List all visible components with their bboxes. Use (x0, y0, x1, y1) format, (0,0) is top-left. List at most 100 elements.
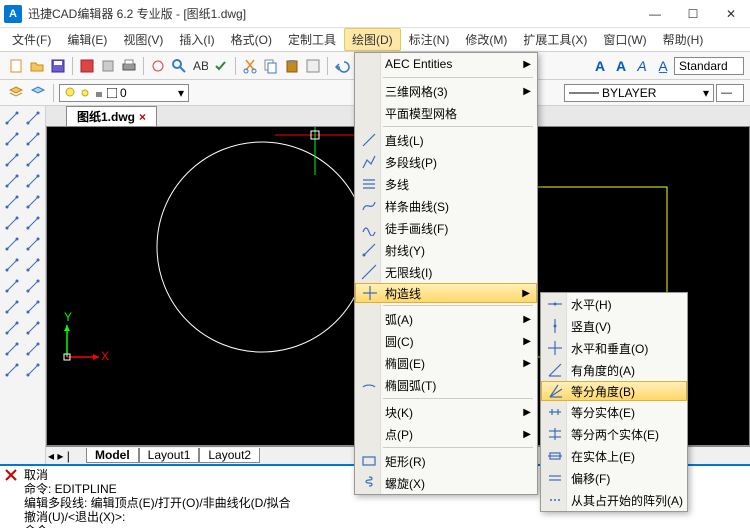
text-a4-icon[interactable]: A̲ (653, 56, 673, 76)
cut-icon[interactable] (240, 56, 260, 76)
spell-icon[interactable]: ABC (190, 56, 210, 76)
menu-item[interactable]: 点(P)▶ (355, 423, 537, 445)
stamp-icon[interactable] (148, 56, 168, 76)
menu-1[interactable]: 编辑(E) (59, 28, 115, 51)
pdf-icon[interactable] (77, 56, 97, 76)
menu-item[interactable]: 等分实体(E) (541, 401, 687, 423)
undo-icon[interactable] (332, 56, 352, 76)
menu-item[interactable]: 圆(C)▶ (355, 330, 537, 352)
maximize-button[interactable]: ☐ (678, 4, 708, 24)
palette-8[interactable] (2, 192, 22, 212)
menu-item[interactable]: 直线(L) (355, 129, 537, 151)
text-a3-icon[interactable]: A (632, 56, 652, 76)
menu-item[interactable]: 块(K)▶ (355, 401, 537, 423)
palette-7[interactable] (23, 171, 43, 191)
layout-tab-Layout1[interactable]: Layout1 (139, 448, 200, 463)
menu-2[interactable]: 视图(V) (115, 28, 171, 51)
palette-13[interactable] (23, 234, 43, 254)
text-a2-icon[interactable]: A (611, 56, 631, 76)
menu-3[interactable]: 插入(I) (171, 28, 222, 51)
menu-item[interactable]: 椭圆弧(T) (355, 374, 537, 396)
palette-25[interactable] (23, 360, 43, 380)
properties-icon[interactable] (303, 56, 323, 76)
palette-20[interactable] (2, 318, 22, 338)
palette-17[interactable] (23, 276, 43, 296)
palette-1[interactable] (23, 108, 43, 128)
menu-item[interactable]: 螺旋(X) (355, 472, 537, 494)
layer-combo[interactable]: 0 ▾ (59, 84, 189, 102)
close-tab-icon[interactable]: × (139, 110, 146, 124)
linetype-combo[interactable]: BYLAYER ▾ (564, 84, 714, 102)
menu-item[interactable]: 有角度的(A) (541, 359, 687, 381)
palette-9[interactable] (23, 192, 43, 212)
new-icon[interactable] (6, 56, 26, 76)
menu-item[interactable]: 射线(Y) (355, 239, 537, 261)
file-tab[interactable]: 图纸1.dwg × (66, 106, 157, 126)
palette-15[interactable] (23, 255, 43, 275)
menu-item[interactable]: 水平(H) (541, 293, 687, 315)
palette-14[interactable] (2, 255, 22, 275)
menu-item[interactable]: AEC Entities▶ (355, 53, 537, 75)
menu-item[interactable]: 徒手画线(F) (355, 217, 537, 239)
palette-0[interactable] (2, 108, 22, 128)
palette-19[interactable] (23, 297, 43, 317)
lineweight-combo[interactable]: — (716, 84, 744, 102)
menu-8[interactable]: 修改(M) (457, 28, 515, 51)
menu-item[interactable]: 矩形(R) (355, 450, 537, 472)
menu-item[interactable]: 从其占开始的阵列(A) (541, 489, 687, 511)
copy-icon[interactable] (261, 56, 281, 76)
palette-23[interactable] (23, 339, 43, 359)
menu-item[interactable]: 椭圆(E)▶ (355, 352, 537, 374)
menu-7[interactable]: 标注(N) (401, 28, 458, 51)
find-icon[interactable] (169, 56, 189, 76)
palette-21[interactable] (23, 318, 43, 338)
menu-0[interactable]: 文件(F) (4, 28, 59, 51)
menu-item[interactable]: 水平和垂直(O) (541, 337, 687, 359)
palette-16[interactable] (2, 276, 22, 296)
layout-tab-Model[interactable]: Model (86, 448, 139, 463)
menu-item[interactable]: 多线 (355, 173, 537, 195)
palette-11[interactable] (23, 213, 43, 233)
menu-item[interactable]: 多段线(P) (355, 151, 537, 173)
menu-11[interactable]: 帮助(H) (655, 28, 712, 51)
check-icon[interactable] (211, 56, 231, 76)
menu-item[interactable]: 在实体上(E) (541, 445, 687, 467)
paste-icon[interactable] (282, 56, 302, 76)
menu-4[interactable]: 格式(O) (223, 28, 280, 51)
palette-22[interactable] (2, 339, 22, 359)
menu-item[interactable]: 样条曲线(S) (355, 195, 537, 217)
palette-12[interactable] (2, 234, 22, 254)
palette-24[interactable] (2, 360, 22, 380)
close-cmd-icon[interactable] (4, 468, 18, 482)
menu-5[interactable]: 定制工具 (280, 28, 344, 51)
layout-tab-Layout2[interactable]: Layout2 (199, 448, 260, 463)
palette-3[interactable] (23, 129, 43, 149)
close-button[interactable]: ✕ (716, 4, 746, 24)
text-style-combo[interactable]: Standard (674, 57, 744, 75)
text-a-icon[interactable]: A (590, 56, 610, 76)
menu-item[interactable]: 等分两个实体(E) (541, 423, 687, 445)
menu-item[interactable]: 偏移(F) (541, 467, 687, 489)
palette-10[interactable] (2, 213, 22, 233)
layers2-icon[interactable] (28, 83, 48, 103)
minimize-button[interactable]: — (640, 4, 670, 24)
save-icon[interactable] (48, 56, 68, 76)
print-icon[interactable] (119, 56, 139, 76)
menu-6[interactable]: 绘图(D) (344, 28, 401, 51)
layers-icon[interactable] (6, 83, 26, 103)
menu-item[interactable]: 弧(A)▶ (355, 308, 537, 330)
menu-item[interactable]: 构造线▶ (355, 283, 537, 303)
menu-9[interactable]: 扩展工具(X) (515, 28, 595, 51)
menu-item[interactable]: 等分角度(B) (541, 381, 687, 401)
palette-2[interactable] (2, 129, 22, 149)
palette-4[interactable] (2, 150, 22, 170)
menu-item[interactable]: 无限线(I) (355, 261, 537, 283)
menu-item[interactable]: 三维网格(3)▶ (355, 80, 537, 102)
menu-item[interactable]: 竖直(V) (541, 315, 687, 337)
palette-6[interactable] (2, 171, 22, 191)
palette-18[interactable] (2, 297, 22, 317)
print-preview-icon[interactable] (98, 56, 118, 76)
palette-5[interactable] (23, 150, 43, 170)
menu-10[interactable]: 窗口(W) (595, 28, 654, 51)
open-icon[interactable] (27, 56, 47, 76)
